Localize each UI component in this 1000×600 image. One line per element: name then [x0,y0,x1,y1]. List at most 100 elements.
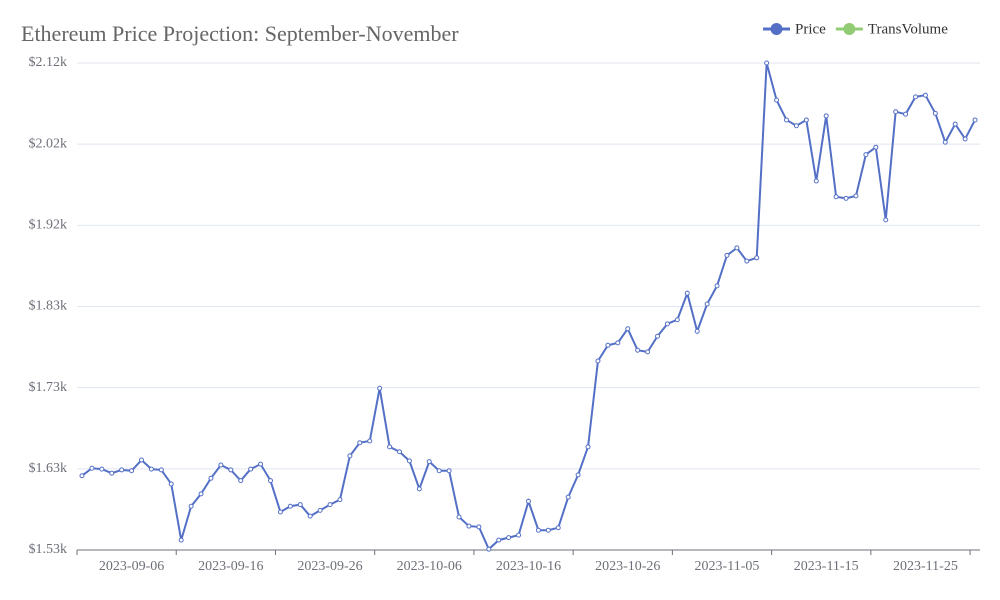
data-point [545,527,551,533]
y-tick-label: $1.83k [29,299,68,314]
data-point [238,478,244,484]
data-point [287,503,293,509]
data-point [793,123,799,129]
y-tick-label: $2.12k [29,55,68,70]
x-tick-label: 2023-10-16 [496,559,561,574]
x-tick-label: 2023-09-16 [198,559,263,574]
data-point [446,468,452,474]
data-point [367,438,373,444]
data-point [774,97,780,103]
data-point [932,110,938,116]
data-point [79,473,85,479]
data-point [942,139,948,145]
data-point [277,509,283,515]
y-tick-label: $1.63k [29,461,68,476]
data-point [426,459,432,465]
data-point [784,117,789,123]
legend-icon-dot [843,23,856,35]
data-point [833,194,839,200]
data-point [496,537,502,543]
data-point [397,449,402,455]
data-point [307,513,313,519]
x-tick-label: 2023-09-06 [99,559,164,574]
data-point [962,136,968,142]
data-point [516,532,522,538]
data-point [893,109,899,115]
data-point [585,444,591,450]
data-point [754,255,760,261]
data-point [357,440,363,446]
data-point [89,465,95,471]
y-tick-label: $1.92k [29,218,68,233]
data-point [575,472,581,478]
data-point [972,117,978,123]
data-point [863,152,869,158]
data-point [535,527,541,533]
chart-title: Ethereum Price Projection: September-Nov… [21,21,459,46]
x-tick-label: 2023-10-06 [397,559,462,574]
data-point [922,92,928,98]
data-point [436,468,442,474]
data-point [664,321,670,327]
data-point [327,502,333,508]
data-point [903,111,909,117]
data-point [764,60,770,66]
data-point [456,514,462,520]
data-point [674,317,680,323]
data-point [526,498,531,504]
data-point [168,481,174,487]
data-point [139,457,144,463]
data-point [387,444,393,450]
data-point [466,523,472,529]
data-point [297,502,303,508]
data-point [724,252,730,258]
data-point [99,466,105,472]
data-point [228,467,234,473]
data-point [952,121,958,127]
data-point [684,290,690,296]
data-point [129,468,135,474]
data-point [635,347,641,353]
data-point [714,283,720,289]
data-point [476,524,482,530]
data-point [853,193,859,199]
data-point [178,537,184,543]
x-tick-label: 2023-11-25 [893,559,958,574]
data-point [655,333,660,339]
x-tick-label: 2023-09-26 [297,559,362,574]
data-point [337,497,343,503]
data-point [645,349,651,355]
data-point [406,458,412,464]
data-point [744,258,750,264]
data-point [694,328,700,334]
data-point [268,478,273,484]
data-point [913,94,918,100]
y-tick-label: $2.02k [29,136,68,151]
data-point [208,475,214,481]
data-point [625,326,631,332]
data-point [416,486,422,492]
legend-label: Price [795,21,826,37]
x-tick-label: 2023-11-15 [794,559,859,574]
data-point [317,507,323,513]
legend-icon-dot [770,23,783,35]
data-point [198,491,204,497]
data-point [119,467,125,473]
data-point [218,462,224,468]
data-point [595,358,601,364]
data-point [347,453,353,459]
data-point [506,535,512,541]
data-point [486,546,492,552]
legend-label: TransVolume [868,21,948,37]
x-tick-label: 2023-10-26 [595,559,660,574]
data-point [555,525,561,531]
y-tick-label: $1.53k [29,542,68,557]
data-point [605,342,611,348]
data-point [843,195,849,201]
data-point [109,470,115,476]
data-point [258,461,264,467]
data-point [248,466,254,472]
data-point [188,503,194,509]
data-point [803,117,809,123]
